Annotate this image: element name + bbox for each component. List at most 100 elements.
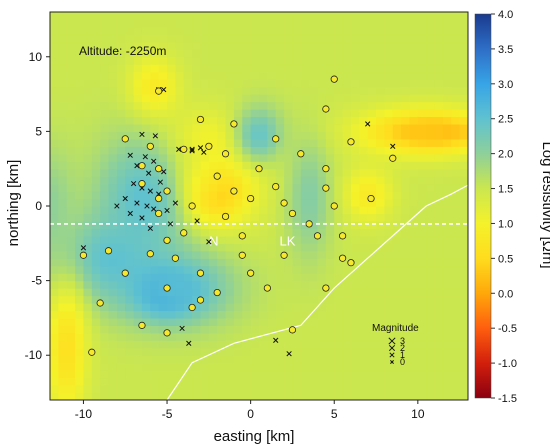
heatmap-cell (284, 355, 294, 364)
heatmap-cell (183, 109, 193, 118)
heatmap-cell (325, 317, 335, 326)
heatmap-cell (426, 228, 436, 237)
heatmap-cell (183, 123, 193, 132)
heatmap-cell (442, 370, 452, 379)
heatmap-cell (66, 303, 76, 312)
heatmap-cell (325, 280, 335, 289)
heatmap-cell (417, 355, 427, 364)
heatmap-cell (217, 138, 227, 147)
heatmap-cell (267, 94, 277, 103)
heatmap-cell (50, 273, 59, 282)
heatmap-cell (66, 213, 76, 222)
heatmap-cell (267, 109, 277, 118)
heatmap-cell (250, 243, 260, 252)
heatmap-cell (275, 176, 285, 185)
heatmap-cell (325, 206, 335, 215)
heatmap-cell (242, 325, 252, 334)
heatmap-cell (284, 317, 294, 326)
heatmap-cell (158, 109, 168, 118)
heatmap-cell (141, 49, 151, 58)
heatmap-cell (392, 347, 402, 356)
heatmap-cell (392, 56, 402, 65)
heatmap-cell (116, 101, 126, 110)
heatmap-cell (267, 228, 277, 237)
heatmap-cell (200, 153, 210, 162)
heatmap-cell (192, 101, 202, 110)
heatmap-cell (292, 12, 302, 21)
heatmap-cell (367, 295, 377, 304)
heatmap-cell (183, 131, 193, 140)
heatmap-cell (116, 116, 126, 125)
heatmap-cell (317, 116, 327, 125)
heatmap-cell (267, 64, 277, 73)
heatmap-cell (417, 34, 427, 43)
heatmap-cell (401, 19, 411, 28)
heatmap-cell (66, 56, 76, 65)
heatmap-cell (359, 355, 369, 364)
heatmap-cell (292, 176, 302, 185)
heatmap-cell (66, 265, 76, 274)
heatmap-cell (267, 317, 277, 326)
heatmap-cell (434, 392, 444, 400)
heatmap-cell (192, 64, 202, 73)
heatmap-cell (350, 273, 360, 282)
heatmap-cell (367, 392, 377, 400)
heatmap-cell (50, 385, 59, 394)
heatmap-cell (300, 19, 310, 28)
heatmap-cell (250, 228, 260, 237)
heatmap-cell (376, 280, 385, 289)
heatmap-cell (83, 176, 93, 185)
heatmap-cell (267, 288, 277, 297)
heatmap-cell (58, 362, 68, 371)
heatmap-cell (451, 377, 461, 386)
heatmap-cell (442, 101, 452, 110)
heatmap-cell (100, 34, 110, 43)
heatmap-cell (259, 138, 268, 147)
heatmap-cell (442, 385, 452, 394)
heatmap-cell (141, 109, 151, 118)
heatmap-cell (259, 56, 268, 65)
heatmap-cell (317, 101, 327, 110)
heatmap-cell (116, 19, 126, 28)
heatmap-cell (141, 56, 151, 65)
heatmap-cell (392, 161, 402, 170)
heatmap-cell (100, 250, 110, 259)
heatmap-cell (267, 220, 277, 229)
heatmap-cell (426, 41, 436, 50)
heatmap-cell (317, 79, 327, 88)
heatmap-cell (150, 191, 160, 200)
heatmap-cell (208, 340, 218, 349)
heatmap-cell (141, 317, 151, 326)
heatmap-cell (208, 250, 218, 259)
heatmap-cell (217, 288, 227, 297)
heatmap-cell (426, 385, 436, 394)
heatmap-cell (83, 340, 93, 349)
heatmap-cell (50, 146, 59, 155)
heatmap-cell (100, 325, 110, 334)
heatmap-cell (200, 19, 210, 28)
heatmap-cell (417, 146, 427, 155)
heatmap-cell (409, 377, 419, 386)
heatmap-cell (376, 370, 385, 379)
heatmap-cell (58, 146, 68, 155)
heatmap-cell (376, 213, 385, 222)
heatmap-cell (175, 317, 185, 326)
heatmap-cell (359, 101, 369, 110)
heatmap-cell (125, 355, 135, 364)
heatmap-cell (384, 265, 394, 274)
heatmap-cell (125, 385, 135, 394)
heatmap-cell (409, 123, 419, 132)
heatmap-cell (442, 235, 452, 244)
heatmap-cell (384, 332, 394, 341)
heatmap-cell (91, 243, 101, 252)
heatmap-cell (150, 340, 160, 349)
heatmap-cell (116, 131, 126, 140)
heatmap-cell (342, 101, 352, 110)
heatmap-cell (317, 347, 327, 356)
heatmap-cell (175, 228, 185, 237)
heatmap-cell (384, 213, 394, 222)
heatmap-cell (459, 168, 468, 177)
colorbar-gradient (474, 13, 492, 399)
heatmap-cell (66, 362, 76, 371)
